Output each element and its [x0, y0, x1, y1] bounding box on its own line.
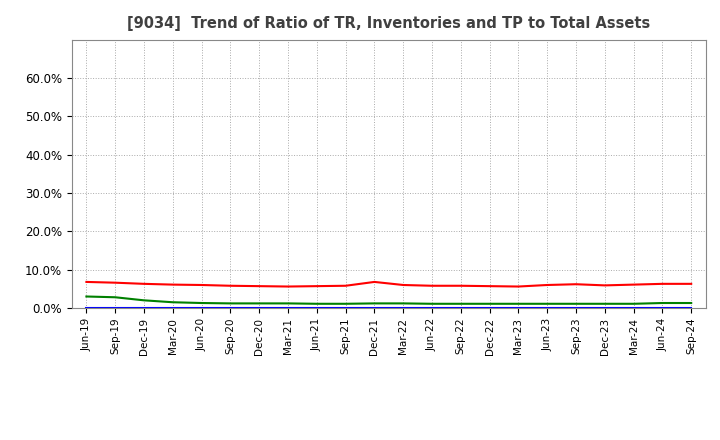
Inventories [341, 305, 350, 311]
Trade Receivables [456, 283, 465, 288]
Inventories [111, 305, 120, 311]
Trade Receivables [341, 283, 350, 288]
Trade Payables [629, 301, 638, 306]
Inventories [514, 305, 523, 311]
Inventories [629, 305, 638, 311]
Trade Payables [687, 301, 696, 306]
Trade Receivables [111, 280, 120, 285]
Trade Receivables [370, 279, 379, 285]
Trade Receivables [284, 284, 292, 289]
Trade Payables [82, 294, 91, 299]
Inventories [197, 305, 206, 311]
Trade Payables [168, 300, 177, 305]
Inventories [82, 305, 91, 311]
Inventories [140, 305, 148, 311]
Inventories [168, 305, 177, 311]
Inventories [456, 305, 465, 311]
Inventories [226, 305, 235, 311]
Trade Payables [312, 301, 321, 306]
Trade Payables [543, 301, 552, 306]
Trade Receivables [600, 283, 609, 288]
Trade Payables [514, 301, 523, 306]
Trade Receivables [255, 283, 264, 289]
Inventories [255, 305, 264, 311]
Trade Receivables [197, 282, 206, 288]
Inventories [687, 305, 696, 311]
Trade Payables [658, 301, 667, 306]
Trade Payables [572, 301, 580, 306]
Inventories [428, 305, 436, 311]
Inventories [399, 305, 408, 311]
Trade Receivables [485, 283, 494, 289]
Trade Receivables [514, 284, 523, 289]
Inventories [543, 305, 552, 311]
Trade Receivables [140, 281, 148, 286]
Inventories [370, 305, 379, 311]
Inventories [312, 305, 321, 311]
Trade Payables [226, 301, 235, 306]
Trade Payables [255, 301, 264, 306]
Title: [9034]  Trend of Ratio of TR, Inventories and TP to Total Assets: [9034] Trend of Ratio of TR, Inventories… [127, 16, 650, 32]
Trade Receivables [687, 281, 696, 286]
Trade Payables [600, 301, 609, 306]
Trade Payables [341, 301, 350, 306]
Inventories [485, 305, 494, 311]
Trade Receivables [312, 283, 321, 289]
Trade Payables [370, 301, 379, 306]
Trade Receivables [82, 279, 91, 285]
Trade Receivables [428, 283, 436, 288]
Trade Receivables [543, 282, 552, 288]
Trade Payables [428, 301, 436, 306]
Trade Payables [284, 301, 292, 306]
Trade Payables [485, 301, 494, 306]
Inventories [600, 305, 609, 311]
Trade Receivables [399, 282, 408, 288]
Line: Trade Receivables: Trade Receivables [86, 282, 691, 286]
Inventories [658, 305, 667, 311]
Trade Payables [140, 298, 148, 303]
Trade Receivables [168, 282, 177, 287]
Trade Receivables [572, 282, 580, 287]
Line: Trade Payables: Trade Payables [86, 297, 691, 304]
Trade Payables [111, 295, 120, 300]
Inventories [572, 305, 580, 311]
Trade Receivables [658, 281, 667, 286]
Trade Receivables [629, 282, 638, 287]
Trade Payables [456, 301, 465, 306]
Trade Receivables [226, 283, 235, 288]
Inventories [284, 305, 292, 311]
Trade Payables [399, 301, 408, 306]
Trade Payables [197, 301, 206, 306]
